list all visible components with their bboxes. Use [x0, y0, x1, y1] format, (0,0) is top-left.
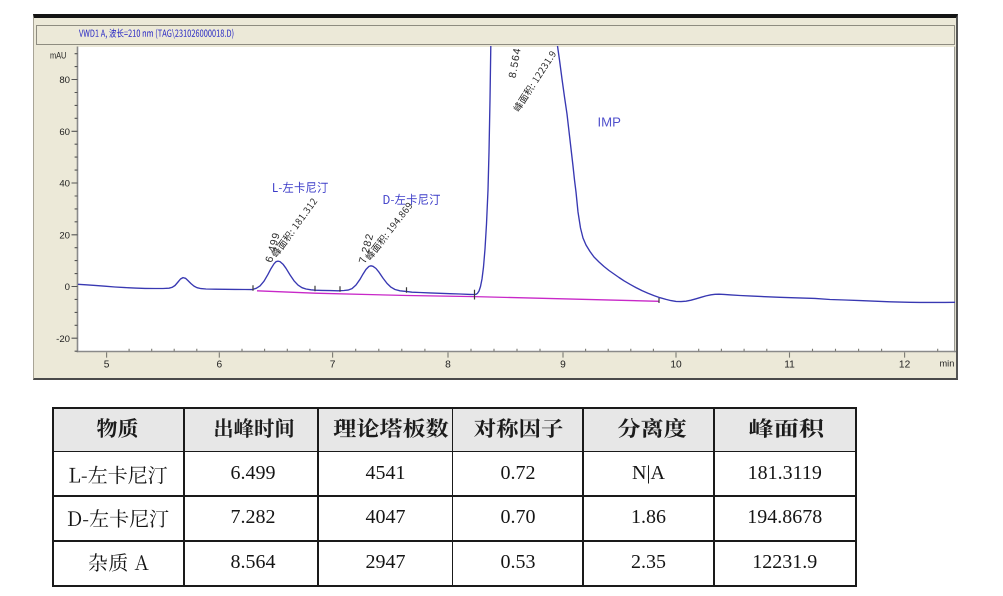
- svg-text:10: 10: [670, 360, 682, 371]
- svg-text:11: 11: [784, 360, 795, 371]
- svg-text:-20: -20: [56, 334, 70, 345]
- svg-text:12: 12: [899, 360, 911, 371]
- svg-text:8: 8: [445, 360, 451, 371]
- svg-text:0: 0: [65, 282, 70, 293]
- svg-text:9: 9: [560, 360, 566, 371]
- svg-text:IMP: IMP: [598, 115, 622, 130]
- svg-text:5: 5: [104, 360, 110, 371]
- svg-text:min: min: [940, 359, 955, 369]
- svg-text:6.499: 6.499: [263, 231, 283, 264]
- svg-text:mAU: mAU: [50, 51, 66, 61]
- svg-text:7: 7: [330, 360, 336, 371]
- svg-text:6: 6: [216, 360, 222, 371]
- svg-text:40: 40: [59, 179, 70, 190]
- svg-text:8.564: 8.564: [507, 47, 524, 79]
- svg-text:80: 80: [59, 75, 70, 86]
- svg-text:20: 20: [59, 230, 70, 241]
- svg-text:60: 60: [59, 127, 70, 138]
